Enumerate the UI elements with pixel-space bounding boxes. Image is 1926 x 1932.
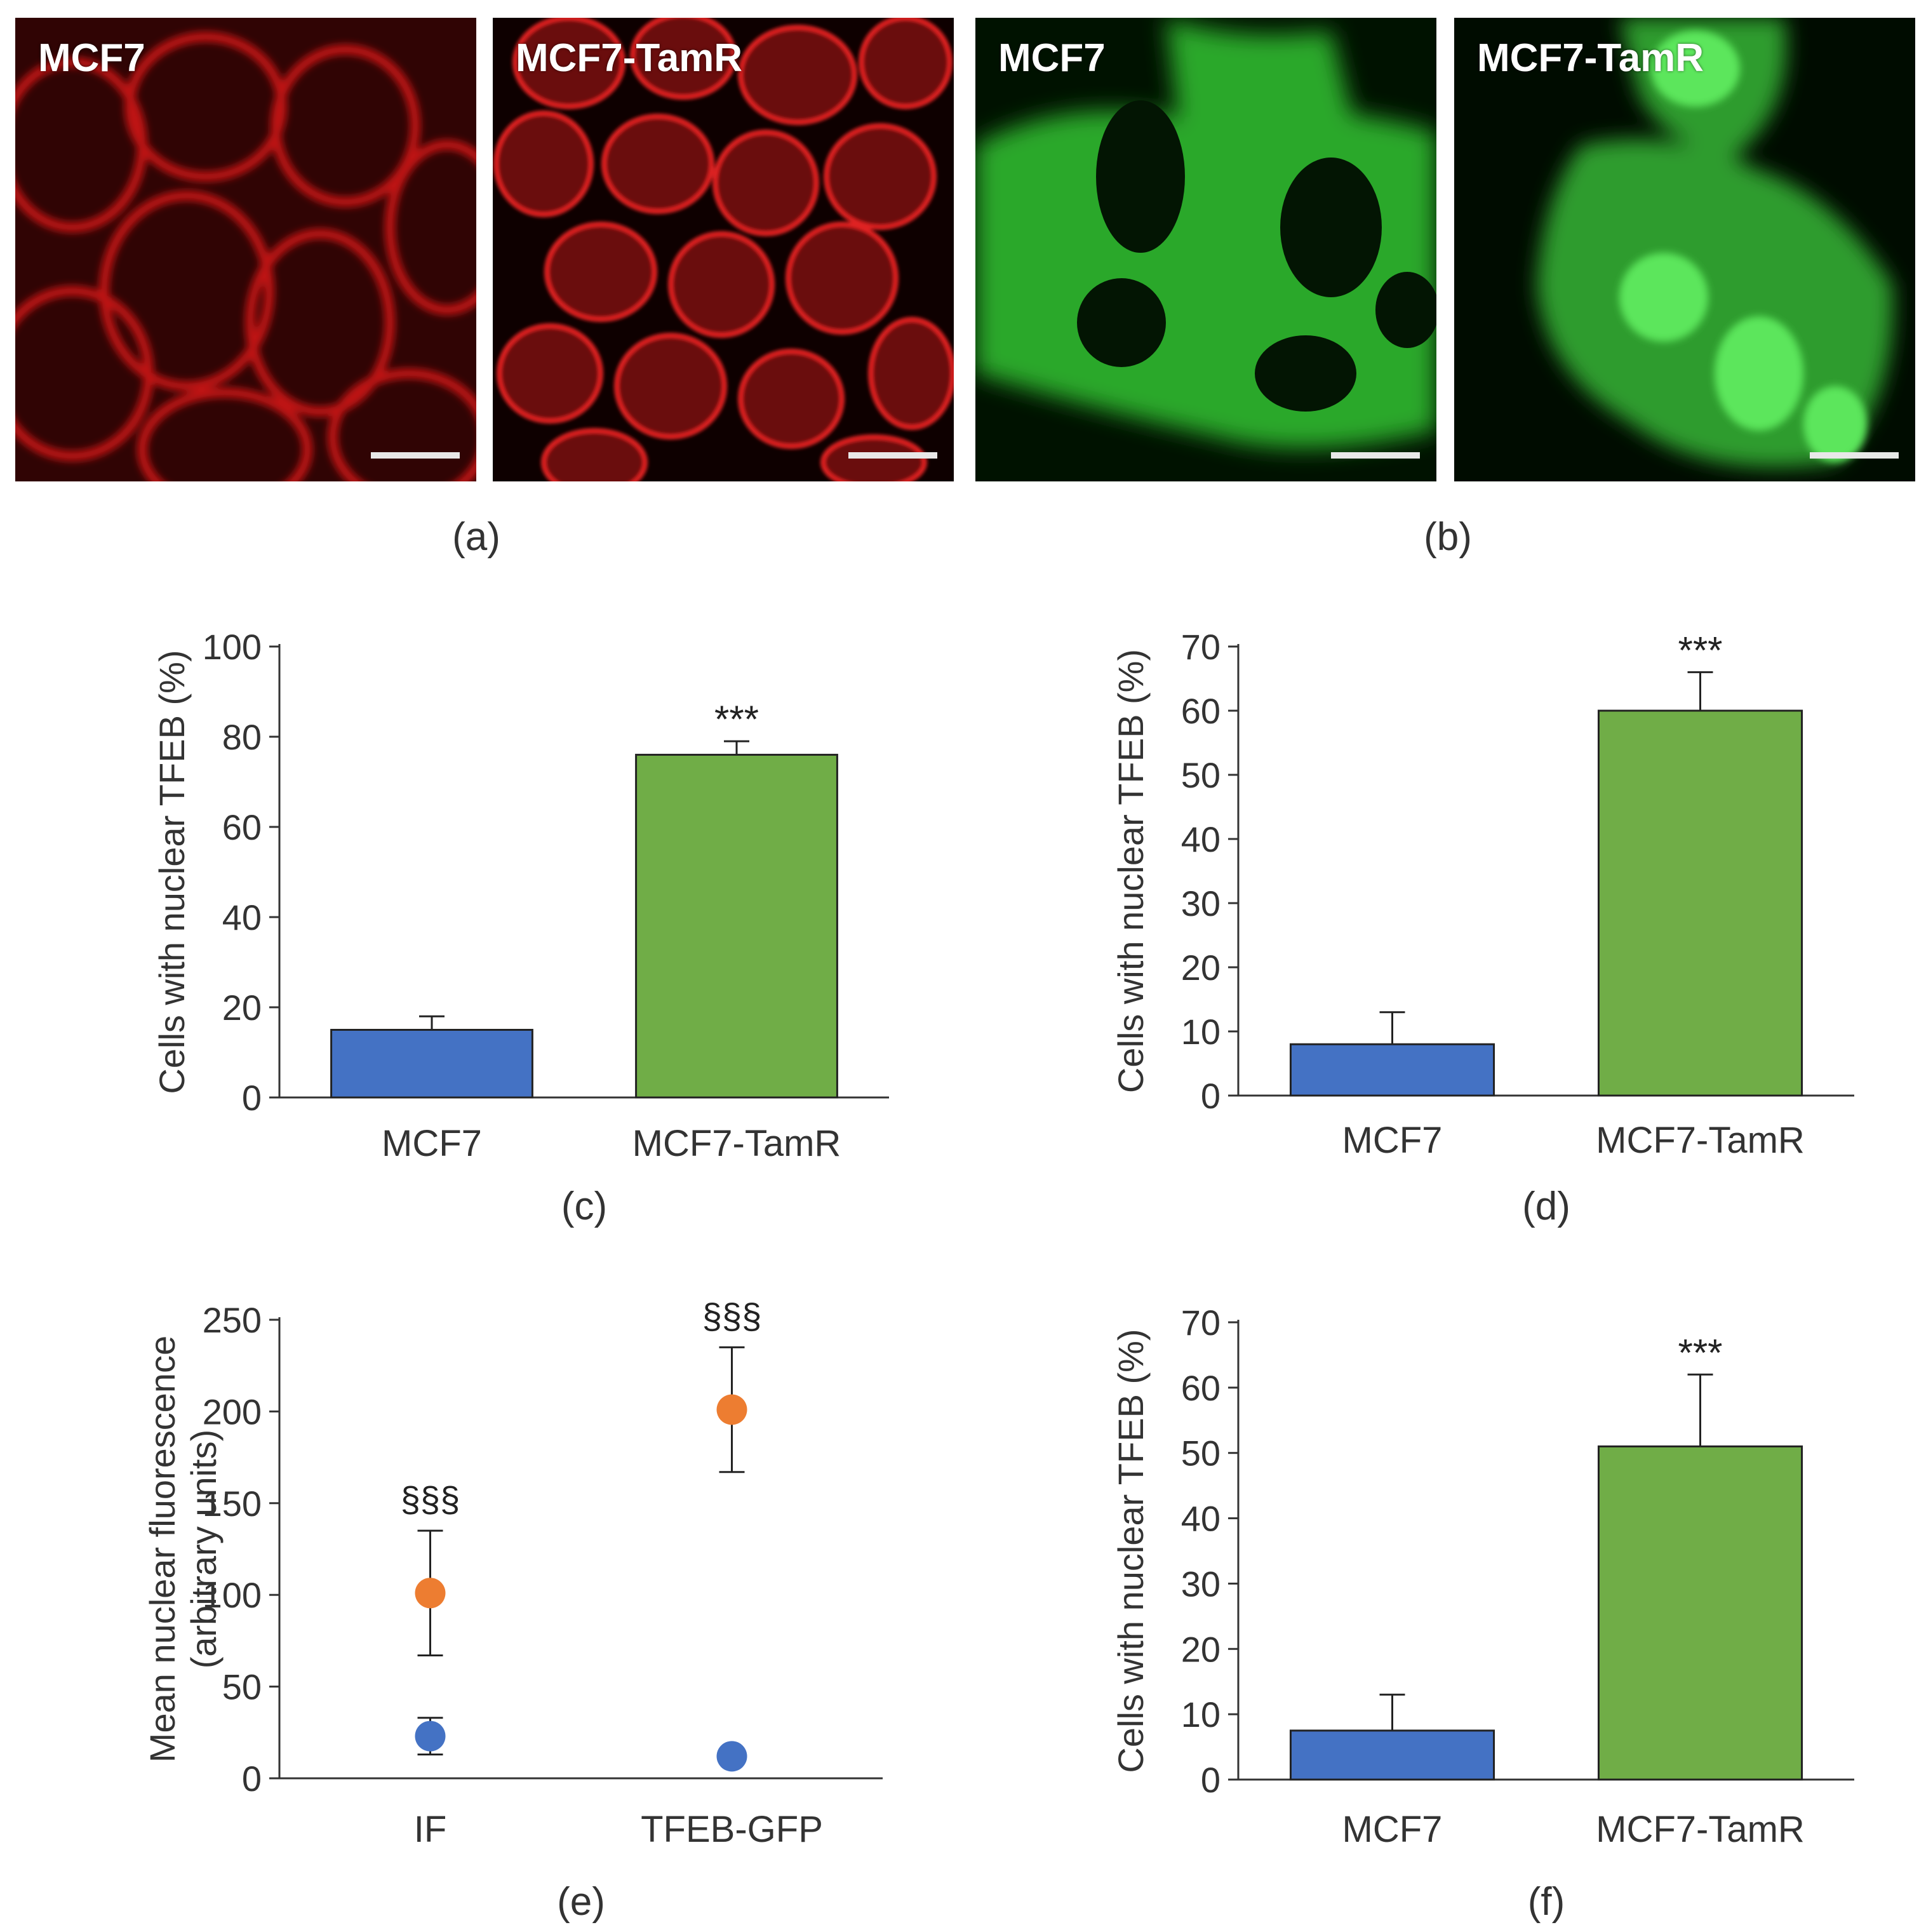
significance-marker: ***	[714, 698, 759, 741]
y-tick-label: 100	[203, 627, 262, 667]
caption-a: (a)	[452, 515, 500, 559]
green-cytoplasm-image	[975, 18, 1436, 481]
y-tick-label: 0	[242, 1078, 262, 1118]
y-tick-label: 20	[1181, 1629, 1220, 1669]
y-axis-label: Mean nuclear fluorescence	[142, 1336, 182, 1762]
y-tick-label: 70	[1181, 627, 1220, 667]
y-tick-label: 60	[1181, 691, 1220, 731]
y-axis-label-2: (arbitrary units)	[184, 1430, 224, 1669]
x-tick-label: IF	[414, 1809, 447, 1850]
chart-f: 0 10 20 30 40 50 60 70 Cells with nuclear TFEB (…	[1111, 1303, 1854, 1924]
image-b-right-label: MCF7-TamR	[1477, 36, 1704, 80]
y-tick-label: 0	[242, 1759, 262, 1799]
x-tick-label: MCF7-TamR	[1596, 1809, 1805, 1850]
y-tick-label: 70	[1181, 1303, 1220, 1343]
bar-mcf7-tamr	[635, 753, 838, 1099]
y-tick-label: 60	[1181, 1368, 1220, 1408]
bar-mcf7	[330, 1029, 533, 1099]
x-tick-label: MCF7	[1342, 1809, 1443, 1850]
significance-marker: §§§	[401, 1479, 460, 1519]
y-tick-label: 0	[1201, 1760, 1220, 1800]
bar-mcf7-tamr	[1597, 1445, 1803, 1781]
y-tick-label: 10	[1181, 1012, 1220, 1052]
image-b-mcf7-tamr: MCF7-TamR	[1454, 18, 1915, 481]
y-tick-label: 50	[222, 1667, 262, 1707]
y-tick-label: 50	[1181, 755, 1220, 795]
bar-mcf7	[1289, 1043, 1495, 1097]
y-tick-label: 80	[222, 717, 262, 757]
x-tick-label: MCF7-TamR	[632, 1123, 841, 1164]
green-nuclear-image	[1454, 18, 1915, 481]
data-point	[415, 1578, 446, 1609]
bar-mcf7-tamr	[1597, 709, 1803, 1097]
scale-bar	[848, 452, 937, 459]
y-tick-label: 40	[1181, 819, 1220, 859]
y-axis-label: Cells with nuclear TFEB (%)	[1111, 1329, 1151, 1773]
data-point	[716, 1741, 747, 1772]
y-tick-label: 40	[222, 897, 262, 937]
image-a-left-label: MCF7	[38, 36, 145, 80]
y-tick-label: 30	[1181, 1564, 1220, 1604]
y-tick-label: 50	[1181, 1433, 1220, 1473]
image-b-left-label: MCF7	[998, 36, 1106, 80]
scale-bar	[1810, 452, 1899, 459]
x-tick-label: MCF7	[382, 1123, 482, 1164]
caption-d: (d)	[1522, 1184, 1570, 1228]
red-nuclear-image	[493, 18, 954, 481]
image-a-mcf7-tamr: MCF7-TamR	[493, 18, 954, 481]
y-tick-label: 60	[222, 807, 262, 847]
y-tick-label: 10	[1181, 1694, 1220, 1734]
bar-mcf7	[1289, 1729, 1495, 1781]
y-tick-label: 20	[1181, 948, 1220, 988]
x-tick-label: MCF7-TamR	[1596, 1120, 1805, 1161]
caption-e: (e)	[557, 1880, 605, 1924]
y-tick-label: 150	[203, 1484, 262, 1524]
scale-bar	[371, 452, 460, 459]
scale-bar	[1331, 452, 1420, 459]
chart-d: 0 10 20 30 40 50 60 70 Cells with nuclear TFEB (…	[1111, 627, 1854, 1228]
significance-marker: §§§	[702, 1296, 761, 1336]
y-tick-label: 250	[203, 1300, 262, 1340]
y-tick-label: 200	[203, 1392, 262, 1432]
y-tick-label: 40	[1181, 1499, 1220, 1539]
x-tick-label: TFEB-GFP	[641, 1809, 823, 1850]
image-a-right-label: MCF7-TamR	[516, 36, 743, 80]
data-point	[716, 1394, 747, 1425]
caption-f: (f)	[1528, 1880, 1565, 1924]
significance-marker: ***	[1678, 1331, 1722, 1374]
y-tick-label: 20	[222, 988, 262, 1028]
y-axis-label: Cells with nuclear TFEB (%)	[1111, 649, 1151, 1093]
image-b-mcf7: MCF7	[975, 18, 1436, 481]
red-cell-membrane-image	[15, 18, 476, 481]
y-axis-label: Cells with nuclear TFEB (%)	[152, 650, 192, 1094]
y-tick-label: 30	[1181, 883, 1220, 923]
y-tick-label: 100	[203, 1575, 262, 1615]
caption-b: (b)	[1424, 515, 1472, 559]
significance-marker: ***	[1678, 629, 1722, 671]
image-a-mcf7: MCF7	[15, 18, 476, 481]
chart-c: 0 20 40 60 80 100 Cells with nuclear TFEB (%) M…	[152, 627, 889, 1228]
caption-c: (c)	[561, 1184, 607, 1228]
data-point	[415, 1721, 446, 1752]
x-tick-label: MCF7	[1342, 1120, 1443, 1161]
chart-e: 0 50 100 150 200 250 Mean nuclear fluorescence…	[142, 1296, 883, 1924]
y-tick-label: 0	[1201, 1076, 1220, 1116]
